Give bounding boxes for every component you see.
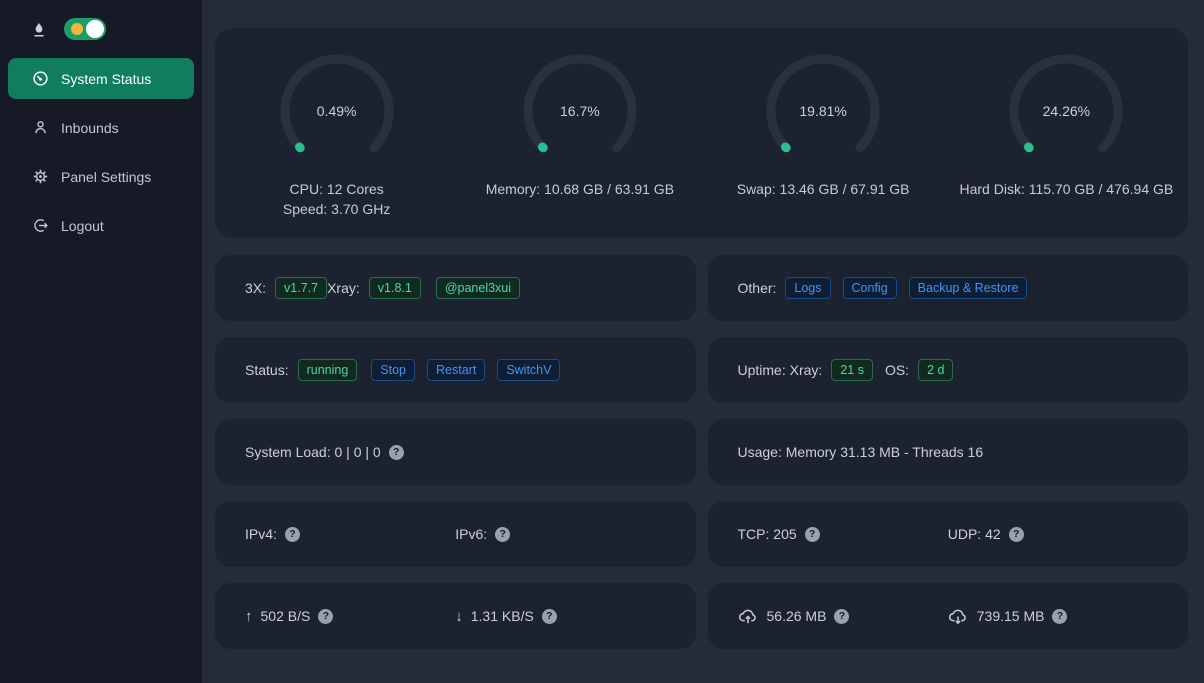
usage-text: Usage: Memory 31.13 MB - Threads 16 — [737, 444, 984, 460]
cloud-upload-icon — [738, 608, 758, 625]
uptime-xray-badge: 21 s — [831, 359, 873, 381]
udp-section: UDP: 42 ? — [948, 526, 1158, 542]
sun-icon — [71, 23, 83, 35]
uptime-os-badge: 2 d — [918, 359, 954, 381]
uptime-xray-label: Uptime: Xray: — [737, 362, 823, 378]
gauge-swap-value: 19.81% — [799, 103, 847, 119]
telegram-channel-tag[interactable]: @panel3xui — [435, 277, 521, 299]
usage-card: Usage: Memory 31.13 MB - Threads 16 — [707, 419, 1188, 485]
sidebar-menu: System Status Inbounds — [0, 58, 202, 246]
gauge-cpu: 0.49% CPU: 12 Cores Speed: 3.70 GHz — [215, 49, 458, 238]
status-card: Status: running Stop Restart SwitchV — [215, 337, 696, 403]
question-icon[interactable]: ? — [804, 526, 820, 542]
other-label: Other: — [737, 280, 777, 296]
ipv4-section: IPv4: ? — [245, 526, 455, 542]
ipv6-label: IPv6: — [455, 526, 488, 542]
toggle-knob — [86, 20, 104, 38]
gauges-card: 0.49% CPU: 12 Cores Speed: 3.70 GHz 16.7%… — [215, 28, 1188, 238]
system-load-text: System Load: 0 | 0 | 0 — [245, 444, 381, 460]
total-received-section: 739.15 MB ? — [948, 608, 1158, 625]
gauge-memory-value: 16.7% — [560, 103, 600, 119]
user-icon — [32, 119, 49, 136]
dashboard-icon — [32, 70, 49, 87]
sidebar-item-label: Logout — [61, 217, 104, 234]
restart-button[interactable]: Restart — [427, 359, 486, 381]
status-label: Status: — [245, 362, 289, 378]
upload-speed-section: ↑ 502 B/S ? — [245, 608, 455, 625]
tcp-section: TCP: 205 ? — [738, 526, 948, 542]
sidebar-item-panel-settings[interactable]: Panel Settings — [8, 156, 194, 197]
arrow-up-icon: ↑ — [245, 607, 253, 625]
logout-icon — [32, 217, 49, 234]
sidebar-item-label: System Status — [61, 70, 152, 87]
question-icon[interactable]: ? — [318, 608, 334, 624]
question-icon[interactable]: ? — [834, 608, 850, 624]
switch-version-button[interactable]: SwitchV — [497, 359, 561, 381]
tcp-count-text: TCP: 205 — [737, 526, 797, 542]
main-content: 0.49% CPU: 12 Cores Speed: 3.70 GHz 16.7%… — [202, 0, 1204, 683]
xray-label: Xray: — [327, 280, 360, 296]
total-sent-text: 56.26 MB — [766, 608, 827, 624]
gauge-swap-caption: Swap: 13.46 GB / 67.91 GB — [736, 181, 910, 197]
uptime-os-label: OS: — [884, 362, 910, 378]
dark-mode-toggle[interactable] — [64, 18, 106, 40]
total-traffic-card: 56.26 MB ? 739.15 MB ? — [707, 583, 1188, 649]
sidebar-item-label: Panel Settings — [61, 168, 152, 185]
gauge-cpu-caption: CPU: 12 Cores Speed: 3.70 GHz — [282, 181, 391, 217]
gauge-memory: 16.7% Memory: 10.68 GB / 63.91 GB — [458, 49, 701, 238]
question-icon[interactable]: ? — [388, 444, 404, 460]
gauge-hard-disk-value: 24.26% — [1042, 103, 1091, 119]
question-icon[interactable]: ? — [1052, 608, 1068, 624]
gauge-memory-caption: Memory: 10.68 GB / 63.91 GB — [485, 181, 675, 197]
info-rows: 3X: v1.7.7 Xray: v1.8.1 @panel3xui Other… — [215, 255, 1188, 649]
gear-icon — [32, 168, 49, 185]
xray-version-tag[interactable]: v1.8.1 — [368, 277, 421, 299]
download-speed-text: 1.31 KB/S — [470, 608, 534, 624]
connections-card: TCP: 205 ? UDP: 42 ? — [707, 501, 1188, 567]
arrow-down-icon: ↓ — [455, 607, 463, 625]
upload-speed-text: 502 B/S — [260, 608, 311, 624]
question-icon[interactable]: ? — [541, 608, 557, 624]
gauge-hard-disk-caption: Hard Disk: 115.70 GB / 476.94 GB — [959, 181, 1174, 197]
network-speed-card: ↑ 502 B/S ? ↓ 1.31 KB/S ? — [215, 583, 696, 649]
udp-count-text: UDP: 42 — [947, 526, 1001, 542]
stop-button[interactable]: Stop — [371, 359, 416, 381]
sidebar-item-inbounds[interactable]: Inbounds — [8, 107, 194, 148]
versions-card: 3X: v1.7.7 Xray: v1.8.1 @panel3xui — [215, 255, 696, 321]
gauge-swap: 19.81% Swap: 13.46 GB / 67.91 GB — [702, 49, 945, 238]
gauge-cpu-value: 0.49% — [316, 103, 357, 119]
question-icon[interactable]: ? — [1008, 526, 1024, 542]
total-sent-section: 56.26 MB ? — [738, 608, 948, 625]
other-card: Other: Logs Config Backup & Restore — [707, 255, 1188, 321]
sidebar-item-system-status[interactable]: System Status — [8, 58, 194, 99]
theme-ink-icon[interactable] — [30, 20, 48, 38]
system-load-card: System Load: 0 | 0 | 0 ? — [215, 419, 696, 485]
config-button[interactable]: Config — [842, 277, 897, 299]
download-speed-section: ↓ 1.31 KB/S ? — [455, 608, 665, 625]
question-icon[interactable]: ? — [495, 526, 511, 542]
question-icon[interactable]: ? — [284, 526, 300, 542]
sidebar-top — [0, 14, 202, 44]
ip-card: IPv4: ? IPv6: ? — [215, 501, 696, 567]
uptime-card: Uptime: Xray: 21 s OS: 2 d — [707, 337, 1188, 403]
cloud-download-icon — [948, 608, 968, 625]
ipv6-section: IPv6: ? — [455, 526, 665, 542]
sidebar-item-label: Inbounds — [61, 119, 119, 136]
sidebar: System Status Inbounds — [0, 0, 202, 683]
backup-restore-button[interactable]: Backup & Restore — [908, 277, 1028, 299]
gauge-hard-disk: 24.26% Hard Disk: 115.70 GB / 476.94 GB — [945, 49, 1188, 238]
status-running-badge: running — [297, 359, 358, 381]
total-received-text: 739.15 MB — [976, 608, 1045, 624]
3x-version-tag[interactable]: v1.7.7 — [275, 277, 328, 299]
ipv4-label: IPv4: — [245, 526, 277, 542]
3x-label: 3X: — [245, 280, 267, 296]
logs-button[interactable]: Logs — [785, 277, 831, 299]
sidebar-item-logout[interactable]: Logout — [8, 205, 194, 246]
